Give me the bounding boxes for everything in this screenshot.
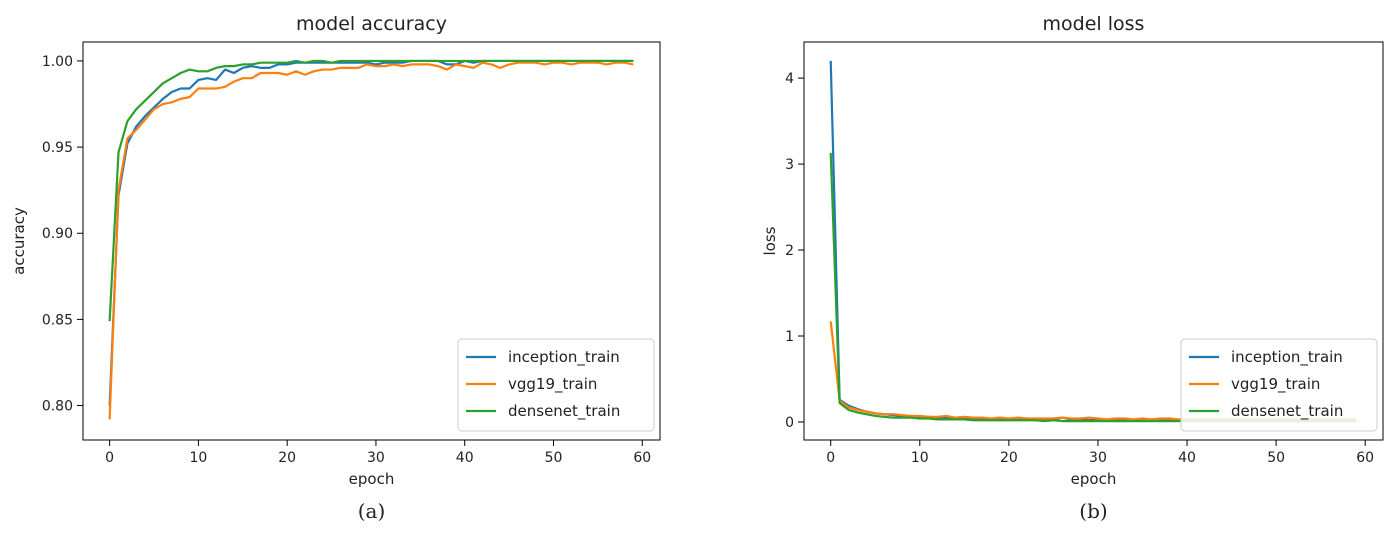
y-tick-label: 0.85 <box>42 312 73 328</box>
plot-frame <box>82 41 661 441</box>
x-tick-label: 20 <box>1000 450 1018 466</box>
series-line-densenet_train <box>108 59 634 322</box>
chart-title: model loss <box>1043 13 1145 35</box>
figure-caption: (a) <box>358 499 386 523</box>
x-tick-label: 20 <box>278 450 296 466</box>
y-tick-label: 3 <box>785 157 794 173</box>
y-axis-label: accuracy <box>10 207 28 275</box>
y-tick-label: 1 <box>785 329 794 345</box>
legend-box <box>457 338 655 432</box>
series-line-vgg19_train <box>108 61 634 420</box>
legend-label-inception_train: inception_train <box>508 348 620 367</box>
x-axis-label: epoch <box>1071 470 1117 488</box>
y-tick-label: 2 <box>785 243 794 259</box>
x-tick-label: 0 <box>826 450 835 466</box>
y-tick-label: 0 <box>785 415 794 431</box>
x-tick-label: 50 <box>1267 450 1285 466</box>
legend-label-vgg19_train: vgg19_train <box>508 375 597 394</box>
x-tick-label: 30 <box>1089 450 1107 466</box>
legend-label-vgg19_train: vgg19_train <box>1231 375 1320 394</box>
x-tick-label: 60 <box>1356 450 1374 466</box>
x-tick-label: 40 <box>1178 450 1196 466</box>
x-tick-label: 60 <box>633 450 651 466</box>
y-tick-label: 0.80 <box>42 399 73 415</box>
figure-caption: (b) <box>1079 499 1107 523</box>
x-tick-label: 40 <box>456 450 474 466</box>
chart-0: model accuracy 0 10 20 30 40 50 60 0.80 0.85 0.90 0… <box>10 13 661 523</box>
x-tick-label: 50 <box>545 450 563 466</box>
chart-title: model accuracy <box>296 13 447 35</box>
legend-box <box>1180 338 1378 432</box>
y-tick-label: 0.90 <box>42 226 73 242</box>
x-tick-label: 30 <box>367 450 385 466</box>
legend: inception_train vgg19_train densenet_train <box>457 338 655 432</box>
y-axis-label: loss <box>761 226 779 255</box>
chart-1: model loss 0 10 20 30 40 50 60 0 1 2 3 4 epoch loss inc… <box>761 13 1384 523</box>
x-tick-label: 0 <box>105 450 114 466</box>
y-tick-label: 0.95 <box>42 140 73 156</box>
legend-label-inception_train: inception_train <box>1231 348 1343 367</box>
y-tick-label: 4 <box>785 71 794 87</box>
plot-frame <box>803 41 1384 441</box>
y-tick-label: 1.00 <box>42 54 73 70</box>
legend: inception_train vgg19_train densenet_train <box>1180 338 1378 432</box>
legend-label-densenet_train: densenet_train <box>508 402 620 421</box>
legend-label-densenet_train: densenet_train <box>1231 402 1343 421</box>
x-tick-label: 10 <box>189 450 207 466</box>
x-tick-label: 10 <box>911 450 929 466</box>
x-axis-label: epoch <box>349 470 395 488</box>
